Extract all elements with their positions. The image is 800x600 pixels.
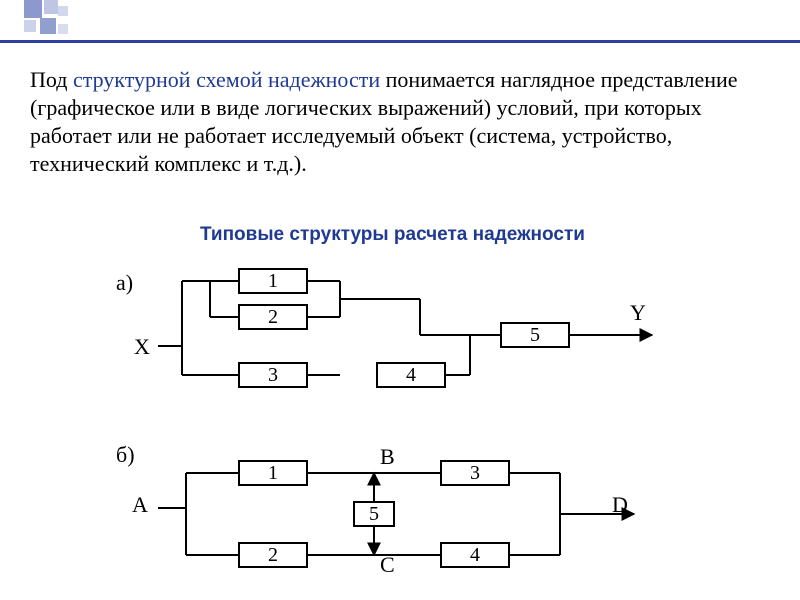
decor-square bbox=[24, 20, 36, 32]
top-rule bbox=[0, 40, 800, 43]
diagram-wires bbox=[110, 264, 690, 584]
decor-square bbox=[40, 18, 56, 34]
decor-square bbox=[58, 6, 68, 16]
node-box-a2: 2 bbox=[238, 304, 308, 330]
diagram-label-X: X bbox=[134, 334, 150, 360]
reliability-diagram: 1 2 3 4 5 1 2 3 4 5 а) б) X Y A B C D bbox=[110, 264, 690, 584]
decor-square bbox=[58, 24, 68, 34]
diagram-label-A: A bbox=[132, 492, 148, 518]
diagram-label-b: б) bbox=[116, 442, 135, 468]
section-title: Типовые структуры расчета надежности bbox=[200, 224, 585, 246]
intro-pre: Под bbox=[30, 67, 73, 92]
node-box-b3: 3 bbox=[440, 460, 510, 486]
diagram-label-C: C bbox=[380, 552, 395, 578]
node-box-a3: 3 bbox=[238, 362, 308, 388]
diagram-label-Y: Y bbox=[630, 300, 646, 326]
intro-paragraph: Под структурной схемой надежности понима… bbox=[30, 66, 760, 179]
node-box-b5: 5 bbox=[353, 501, 395, 527]
node-box-a1: 1 bbox=[238, 268, 308, 294]
node-box-b1: 1 bbox=[238, 460, 308, 486]
node-box-b4: 4 bbox=[440, 542, 510, 568]
diagram-label-a: а) bbox=[116, 270, 133, 296]
node-box-b2: 2 bbox=[238, 542, 308, 568]
node-box-a5: 5 bbox=[500, 322, 570, 348]
diagram-label-B: B bbox=[380, 444, 395, 470]
decor-square bbox=[24, 0, 42, 18]
decor-square bbox=[44, 0, 58, 14]
diagram-label-D: D bbox=[612, 492, 628, 518]
intro-highlight: структурной схемой надежности bbox=[73, 67, 380, 92]
node-box-a4: 4 bbox=[376, 362, 446, 388]
